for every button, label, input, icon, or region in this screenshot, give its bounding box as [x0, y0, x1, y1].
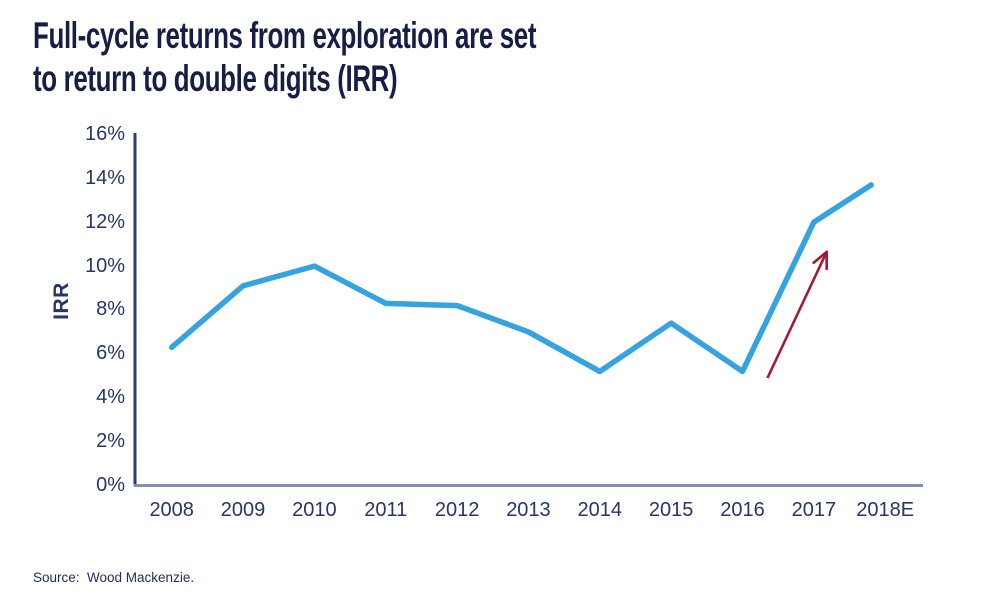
x-tick-label: 2016 [720, 499, 765, 521]
x-tick-label: 2013 [506, 499, 551, 521]
trend-arrow-shaft [766, 251, 828, 379]
y-tick-label: 10% [84, 254, 125, 277]
x-tick-label: 2011 [364, 499, 408, 521]
y-tick-label: 16% [84, 122, 125, 145]
y-tick-label: 2% [96, 430, 125, 453]
x-tick-label: 2014 [577, 499, 623, 521]
x-tick-label: 2010 [292, 499, 337, 521]
chart-title: Full-cycle returns from exploration are … [33, 14, 536, 100]
x-tick-label: 2015 [648, 499, 694, 521]
y-tick-label: 0% [96, 474, 125, 496]
chart-title-line2: to return to double digits (IRR) [33, 58, 398, 99]
chart-title-line1: Full-cycle returns from exploration are … [33, 15, 537, 56]
x-tick-label: 2008 [149, 499, 194, 521]
y-tick-label: 6% [96, 342, 125, 365]
source-note: Source: Wood Mackenzie. [33, 570, 195, 585]
x-tick-label: 2018E [856, 499, 915, 521]
x-tick-label: 2017 [791, 499, 837, 521]
x-tick-label: 2009 [220, 499, 266, 521]
y-tick-label: 12% [84, 210, 125, 233]
y-tick-label: 8% [96, 298, 125, 321]
irr-line-series [168, 182, 874, 375]
trend-arrow-head [812, 250, 828, 265]
y-tick-label: 14% [84, 166, 125, 189]
x-tick-label: 2012 [434, 499, 480, 521]
y-tick-label: 4% [96, 386, 125, 409]
